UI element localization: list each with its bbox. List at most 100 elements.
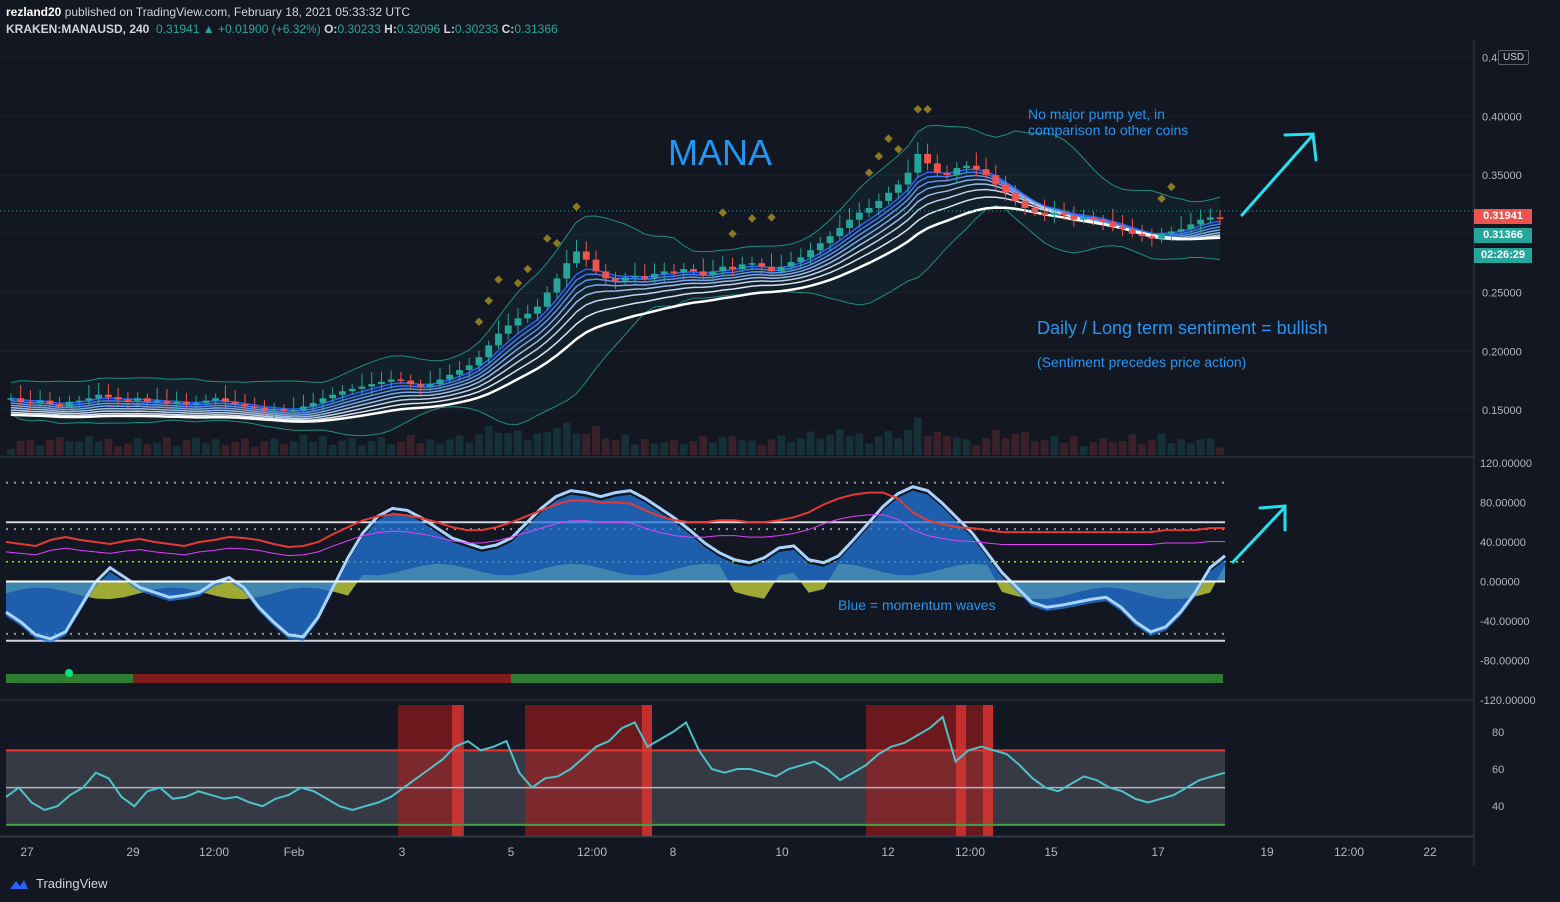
high-label: H: <box>384 22 397 36</box>
volume-bar <box>94 441 103 455</box>
volume-bar <box>6 449 15 455</box>
volume-bar <box>855 433 864 455</box>
candle-body <box>768 266 775 272</box>
candle-body <box>1167 231 1175 234</box>
candle-body <box>26 401 34 404</box>
annotation-sentiment-sub: (Sentiment precedes price action) <box>1037 354 1246 370</box>
symbol-label[interactable]: KRAKEN:MANAUSD, 240 <box>6 22 150 36</box>
candle-body <box>729 266 736 270</box>
volume-bar <box>202 443 210 455</box>
price-pane[interactable] <box>0 105 1474 455</box>
volume-bar <box>523 440 532 455</box>
candle-body <box>1148 236 1156 239</box>
volume-bar <box>1118 441 1127 455</box>
volume-bar <box>679 443 688 455</box>
rsi-line <box>5 715 1226 812</box>
overbought-highlight <box>956 705 966 836</box>
momentum-tick-label: 120.00000 <box>1480 458 1532 470</box>
volume-bar <box>1177 439 1186 455</box>
volume-bar <box>796 438 805 455</box>
close-price-tag: 0.31366 <box>1474 228 1532 243</box>
ema-ribbon-line <box>10 196 1221 422</box>
candle-body <box>124 399 132 401</box>
candle-body <box>602 271 610 279</box>
candle-body <box>573 251 580 264</box>
volume-bar <box>445 439 454 455</box>
ohlc-legend: KRAKEN:MANAUSD, 240 0.31941 ▲ +0.01900 (… <box>6 22 558 36</box>
volume-bar <box>250 446 259 455</box>
rsi-tick-label: 40 <box>1492 801 1504 813</box>
candle-body <box>514 318 522 326</box>
volume-bar <box>933 431 942 455</box>
volume-bar <box>972 444 981 455</box>
volume-bar <box>299 434 308 455</box>
candle-body <box>563 263 571 279</box>
volume-bar <box>465 442 474 455</box>
volume-bar <box>84 436 93 455</box>
volume-bar <box>455 435 464 455</box>
price-axis[interactable]: 0.450000.400000.350000.300000.250000.200… <box>1480 53 1536 814</box>
signal-diamond-marker <box>523 264 532 274</box>
candle-body <box>407 380 415 385</box>
candle-body <box>261 407 268 411</box>
currency-badge[interactable]: USD <box>1498 50 1530 65</box>
volume-bar <box>358 445 366 455</box>
volume-bar <box>416 443 425 455</box>
momentum-tick-label: -40.00000 <box>1480 616 1530 628</box>
volume-bar <box>689 441 698 455</box>
volume-bar <box>738 440 747 455</box>
candle-body <box>192 402 200 405</box>
volume-bar <box>319 436 327 455</box>
price-tick-label: 0.15000 <box>1482 405 1522 417</box>
volume-bar <box>787 442 795 455</box>
volume-bar <box>377 437 386 455</box>
candle-body <box>495 333 502 346</box>
volume-bar <box>484 426 493 455</box>
momentum-pane[interactable] <box>5 481 1248 683</box>
candle-body <box>368 384 376 387</box>
volume-bar <box>1206 438 1215 455</box>
candle-body <box>397 379 405 381</box>
low-label: L: <box>443 22 455 36</box>
rsi-tick-label: 60 <box>1492 764 1504 776</box>
overbought-highlight <box>642 705 652 836</box>
time-axis[interactable]: 27 29 12:00 Feb 3 5 12:00 8 10 12 12:00 15 17 19 12:00… <box>20 845 1437 859</box>
volume-bar <box>826 434 834 455</box>
grid-lines <box>0 40 1475 866</box>
volume-bar <box>1089 442 1098 455</box>
candle-body <box>309 402 317 407</box>
annotation-momentum: Blue = momentum waves <box>838 597 996 613</box>
volume-bar <box>104 439 113 455</box>
volume-bar <box>1069 436 1078 455</box>
volume-bar <box>543 432 552 455</box>
candle-body <box>348 388 356 392</box>
momentum-signal-line <box>5 491 1225 548</box>
volume-bar <box>45 439 54 455</box>
candle-body <box>251 406 259 408</box>
candle-body <box>924 153 931 164</box>
candle-body <box>241 404 249 407</box>
bollinger-lower <box>10 204 1221 437</box>
time-tick-label: 12 <box>881 845 895 859</box>
volume-bar <box>221 444 230 455</box>
volume-bar <box>816 438 825 455</box>
volume-bar <box>309 441 318 455</box>
signal-diamond-marker <box>513 278 523 288</box>
candle-body <box>846 219 853 228</box>
tradingview-brand[interactable]: TradingView <box>8 876 108 891</box>
candle-body <box>485 345 493 358</box>
author-name[interactable]: rezland20 <box>6 5 62 19</box>
candle-body <box>163 400 171 403</box>
candle-body <box>1109 222 1117 227</box>
candle-body <box>953 168 961 176</box>
volume-bar <box>699 435 708 455</box>
rsi-pane[interactable] <box>5 705 1226 836</box>
candle-body <box>855 212 863 220</box>
volume-bar <box>338 440 347 455</box>
volume-bar <box>260 441 269 455</box>
volume-bar <box>514 430 522 455</box>
candle-body <box>1099 219 1107 223</box>
candle-body <box>933 163 941 173</box>
price-tick-label: 0.35000 <box>1482 170 1522 182</box>
chart-canvas[interactable]: 0.450000.400000.350000.300000.250000.200… <box>0 40 1560 866</box>
